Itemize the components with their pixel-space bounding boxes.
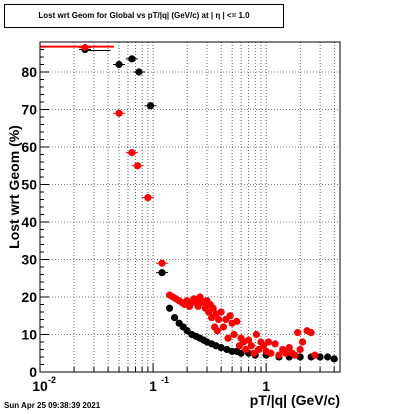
grid-lines (40, 42, 340, 372)
data-point (226, 312, 234, 320)
data-markers (40, 44, 338, 363)
y-tick-label: 70 (21, 102, 37, 118)
data-point (213, 327, 221, 335)
data-point (307, 329, 315, 337)
data-point (267, 349, 275, 357)
data-point (247, 342, 255, 350)
data-point (255, 345, 263, 354)
data-point (311, 351, 319, 359)
data-point (252, 330, 260, 339)
x-tick-label: 10 (32, 378, 48, 394)
data-point (296, 345, 304, 354)
data-point (282, 349, 290, 357)
y-tick-label: 60 (21, 139, 37, 155)
data-point (128, 149, 136, 157)
data-point (115, 109, 123, 117)
y-axis-label: Lost wrt Geom (%) (6, 125, 22, 249)
data-point (217, 308, 225, 316)
data-point (230, 330, 238, 339)
data-point (291, 351, 299, 359)
y-tick-label: 80 (21, 64, 37, 80)
data-point (285, 344, 293, 352)
data-point (233, 317, 241, 325)
y-tick-label: 0 (29, 364, 37, 380)
data-point (219, 323, 228, 331)
x-tick-label: 1 (149, 378, 157, 394)
data-point (165, 304, 174, 312)
data-point (224, 334, 232, 342)
data-point (209, 304, 217, 312)
data-point (134, 162, 142, 170)
data-point (294, 329, 302, 337)
x-tick-exponent: -1 (161, 375, 169, 385)
data-point (128, 55, 136, 63)
data-point (245, 336, 253, 344)
data-point (298, 338, 307, 346)
data-point (158, 269, 166, 277)
y-tick-label: 20 (21, 289, 37, 305)
y-tick-label: 40 (21, 214, 37, 230)
data-point (135, 68, 143, 76)
data-point (144, 194, 152, 202)
data-point (170, 314, 179, 322)
data-point (217, 344, 225, 352)
y-tick-label: 50 (21, 177, 37, 193)
x-tick-label: 1 (262, 378, 270, 394)
data-point (260, 342, 268, 350)
data-point (215, 315, 223, 324)
data-point (242, 345, 250, 354)
data-point (146, 102, 155, 110)
plot-frame (39, 41, 341, 373)
x-axis-label: pT/|q| (GeV/c) (250, 392, 340, 408)
data-point (194, 302, 202, 310)
y-tick-label: 30 (21, 252, 37, 268)
data-point (275, 351, 283, 359)
chart-title: Lost wrt Geom for Global vs pT/|q| (GeV/… (4, 4, 284, 28)
data-point (115, 60, 123, 69)
timestamp: Sun Apr 25 09:38:39 2021 (4, 401, 101, 410)
data-point (271, 340, 279, 348)
data-point (330, 355, 338, 363)
x-tick-exponent: -2 (48, 375, 56, 385)
y-tick-label: 10 (21, 327, 37, 343)
data-point (324, 353, 332, 361)
data-point (264, 338, 273, 346)
data-point (158, 259, 166, 267)
